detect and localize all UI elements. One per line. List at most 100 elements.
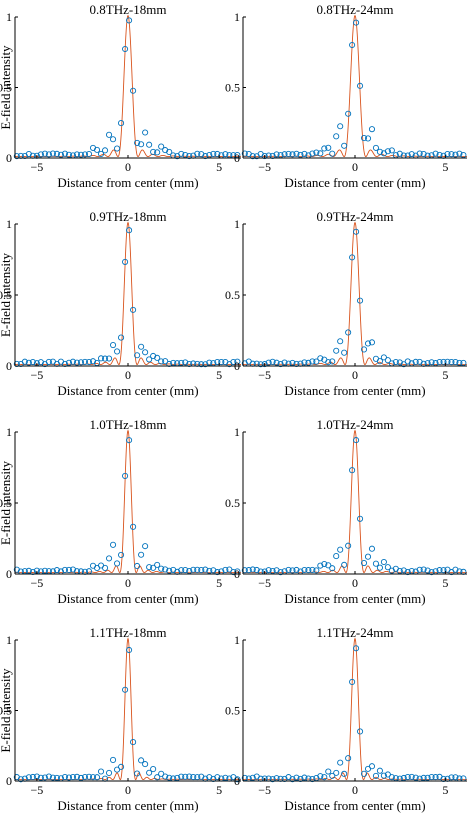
data-point [222,774,229,781]
data-point [154,774,161,781]
data-point [420,774,427,781]
data-point [106,769,113,776]
data-point [130,523,137,530]
data-point [134,770,141,777]
data-point [301,150,308,157]
fit-curve [243,429,467,574]
data-point [89,774,97,781]
data-point [305,359,312,366]
data-point [45,151,52,158]
data-point [206,359,213,366]
y-axis-label: E-field intensity [0,460,13,545]
data-point [178,773,185,780]
data-point [154,561,161,568]
data-point [305,567,312,574]
data-point [289,151,296,158]
data-point [126,227,133,234]
data-point [333,347,340,354]
data-point [97,355,105,362]
data-point [388,774,395,781]
data-point [412,358,419,365]
data-point [408,773,415,780]
data-point [186,152,193,160]
data-point [384,148,391,155]
data-point [69,774,77,781]
data-point [198,361,205,368]
data-point [281,151,288,158]
x-tick-label: −5 [258,160,271,174]
data-point [162,358,169,365]
data-point [456,150,463,157]
x-axis-label: Distance from center (mm) [57,591,198,606]
data-point [110,541,117,548]
data-point [101,564,109,571]
data-point [17,776,24,783]
data-point [301,774,308,781]
data-point [118,120,125,127]
data-point [317,355,324,362]
data-point [357,297,364,304]
x-axis-label: Distance from center (mm) [57,798,198,813]
data-point [194,150,201,157]
data-point [114,145,121,152]
x-axis-label: Distance from center (mm) [284,383,425,398]
data-point [106,131,113,138]
fit-curve [15,221,241,366]
data-point [178,150,185,157]
data-point [452,151,459,158]
data-point [150,564,157,571]
data-point [452,358,459,366]
data-point [281,359,288,366]
data-point [93,774,101,781]
data-point [53,567,60,574]
data-point [349,254,356,261]
data-point [198,566,205,574]
data-point [269,358,276,365]
data-point [345,542,352,549]
data-point [126,17,133,24]
data-point [337,338,344,345]
x-tick-label: 0 [125,160,131,174]
data-point [325,359,332,366]
data-point [388,147,395,154]
data-point [317,150,324,157]
data-point [273,359,280,366]
y-tick-label: 0.5 [0,288,12,302]
x-tick-label: 0 [125,576,131,590]
data-point [106,555,113,562]
data-point [432,150,439,157]
data-point [146,769,153,776]
data-point [146,356,153,363]
data-point [166,567,173,574]
data-point [93,146,101,153]
data-point [126,437,133,444]
data-point [162,773,169,780]
data-point [341,142,348,149]
data-point [325,768,332,775]
x-tick-label: 5 [442,160,448,174]
data-point [114,348,121,355]
data-point [190,566,197,573]
data-point [146,141,153,148]
data-point [285,566,292,573]
data-point [142,129,149,136]
data-point [202,361,209,368]
data-point [353,645,360,652]
data-point [158,143,165,150]
data-point [337,546,344,553]
data-point [61,566,68,574]
x-tick-label: −5 [30,576,43,590]
data-point [376,358,383,365]
data-point [325,144,332,151]
data-point [154,149,161,156]
data-point [337,123,344,130]
data-point [134,562,141,570]
data-point [368,126,376,133]
data-point [101,147,109,154]
data-point [146,564,153,571]
y-tick-label: 0 [6,151,12,165]
data-point [293,360,300,367]
data-point [49,150,56,157]
x-tick-label: 0 [352,576,358,590]
data-point [444,358,451,365]
